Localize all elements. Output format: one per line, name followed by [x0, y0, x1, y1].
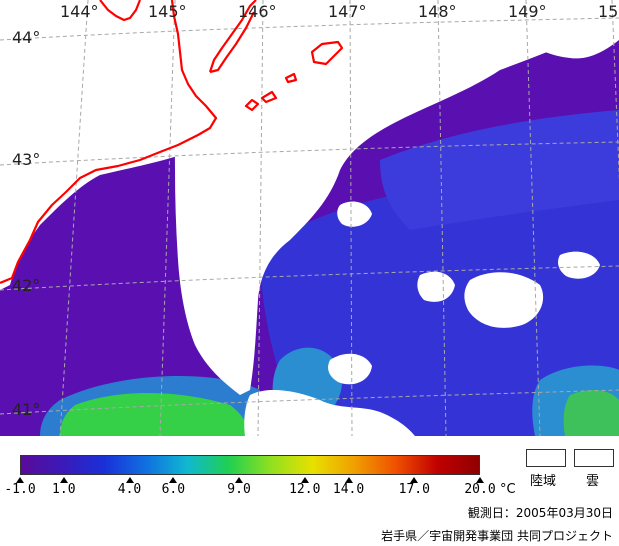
- land-legend-label: 陸域: [530, 474, 557, 489]
- temperature-colorbar: [20, 455, 480, 475]
- cloud-cover-mid-east: [328, 353, 372, 385]
- meridian-line: [525, 0, 541, 436]
- longitude-label: 15: [598, 2, 619, 21]
- hokkaido-coastline-north: [99, 0, 142, 22]
- cloud-cover-east-a: [464, 272, 544, 328]
- longitude-label: 149°: [508, 2, 547, 21]
- hokkaido-coastline: [0, 0, 218, 285]
- longitude-label: 146°: [238, 2, 277, 21]
- mid-temperature-water-north: [380, 110, 619, 230]
- colorbar-tick: [235, 477, 244, 483]
- cloud-cover-east-b: [417, 271, 455, 302]
- land-legend-swatch: [526, 449, 566, 467]
- parallel-line: [0, 141, 619, 166]
- colorbar-tick-label: 17.0: [398, 482, 430, 497]
- longitude-label: 147°: [328, 2, 367, 21]
- meridian-line: [257, 0, 264, 436]
- parallel-line: [0, 265, 619, 291]
- warmest-water-east: [563, 390, 619, 436]
- colorbar-tick: [59, 477, 68, 483]
- habomai-islands: [244, 72, 298, 112]
- colorbar-tick: [16, 477, 24, 483]
- colorbar-tick: [410, 477, 419, 483]
- colorbar-tick: [476, 477, 484, 483]
- cloud-legend-swatch: [574, 449, 614, 467]
- warmest-water-area: [60, 392, 250, 436]
- colorbar-tick: [125, 477, 134, 483]
- cloud-cover-northeast: [440, 0, 619, 59]
- colorbar-tick-label: 4.0: [117, 482, 142, 497]
- colorbar-tick-label: 9.0: [227, 482, 251, 497]
- meridian-line: [437, 0, 447, 436]
- cloud-cover-central: [170, 0, 619, 395]
- parallel-line: [0, 17, 619, 41]
- colorbar-tick-label: -1.0: [4, 482, 36, 497]
- kuril-island-kunashiri: [208, 0, 257, 74]
- longitude-label: 144°: [60, 2, 99, 21]
- credit-line: 岩手県／宇宙開発事業団 共同プロジェクト: [381, 529, 613, 543]
- latitude-label: 43°: [12, 150, 41, 169]
- colorbar-tick: [344, 477, 353, 483]
- meridian-line: [611, 0, 619, 182]
- colorbar-tick-label: 12.0: [289, 482, 321, 497]
- cloud-legend-label: 雲: [586, 474, 600, 489]
- observation-date: 観測日：2005年03月30日: [467, 506, 613, 520]
- colorbar-tick: [169, 477, 178, 483]
- sea-surface-temperature-map: [0, 0, 619, 436]
- longitude-label: 145°: [148, 2, 187, 21]
- cloud-cover-south: [244, 390, 415, 436]
- colorbar-tick-label: 14.0: [332, 482, 365, 497]
- meridian-line: [349, 0, 353, 436]
- meridian-line: [59, 0, 89, 436]
- cloud-cover-small-1: [337, 201, 372, 227]
- colorbar-unit: °C: [500, 482, 516, 497]
- cloud-cover-east-c: [558, 251, 600, 279]
- coastline: [0, 0, 344, 285]
- latitude-label: 42°: [12, 276, 41, 295]
- longitude-label: 148°: [418, 2, 457, 21]
- colorbar-tick-label: 20.0: [464, 482, 496, 497]
- kuril-island-shikotan: [310, 40, 344, 66]
- latitude-label: 41°: [12, 400, 41, 419]
- colorbar-tick-label: 1.0: [52, 482, 76, 497]
- land-hokkaido: [0, 0, 217, 290]
- graticule: [0, 0, 619, 436]
- colorbar-tick-label: 6.0: [161, 482, 186, 497]
- colorbar-tick: [300, 477, 309, 483]
- meridian-line: [159, 0, 176, 436]
- latitude-label: 44°: [12, 28, 41, 47]
- parallel-line: [0, 389, 619, 415]
